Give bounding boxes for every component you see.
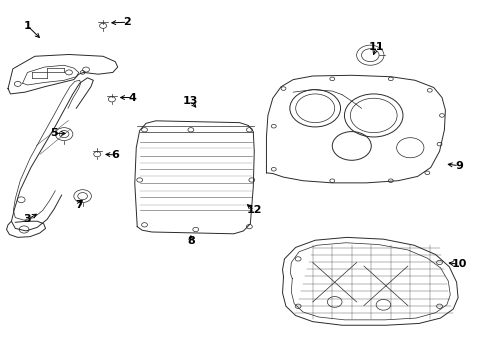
Text: 9: 9 bbox=[454, 161, 462, 171]
Text: 10: 10 bbox=[450, 259, 466, 269]
Text: 1: 1 bbox=[23, 21, 31, 31]
Text: 13: 13 bbox=[183, 96, 198, 106]
Text: 2: 2 bbox=[123, 17, 131, 27]
Text: 5: 5 bbox=[50, 129, 58, 138]
Text: 3: 3 bbox=[23, 215, 31, 224]
Text: 8: 8 bbox=[186, 236, 194, 246]
Text: 11: 11 bbox=[367, 42, 383, 52]
Text: 6: 6 bbox=[111, 150, 119, 160]
Text: 12: 12 bbox=[246, 206, 262, 216]
Text: 4: 4 bbox=[128, 93, 136, 103]
Text: 7: 7 bbox=[75, 200, 82, 210]
